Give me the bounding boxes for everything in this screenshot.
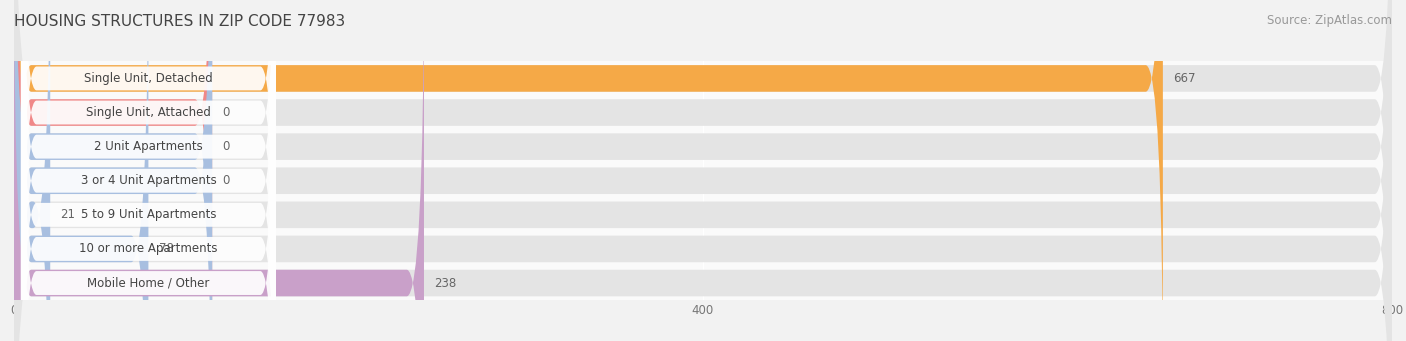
Text: 10 or more Apartments: 10 or more Apartments bbox=[79, 242, 218, 255]
Text: 238: 238 bbox=[434, 277, 457, 290]
Text: HOUSING STRUCTURES IN ZIP CODE 77983: HOUSING STRUCTURES IN ZIP CODE 77983 bbox=[14, 14, 346, 29]
FancyBboxPatch shape bbox=[21, 0, 276, 341]
FancyBboxPatch shape bbox=[14, 0, 1392, 341]
Text: 667: 667 bbox=[1173, 72, 1195, 85]
FancyBboxPatch shape bbox=[14, 0, 1392, 341]
FancyBboxPatch shape bbox=[14, 0, 212, 341]
FancyBboxPatch shape bbox=[21, 0, 276, 341]
FancyBboxPatch shape bbox=[21, 0, 276, 341]
Text: 3 or 4 Unit Apartments: 3 or 4 Unit Apartments bbox=[80, 174, 217, 187]
Text: 78: 78 bbox=[159, 242, 173, 255]
FancyBboxPatch shape bbox=[14, 0, 212, 341]
FancyBboxPatch shape bbox=[14, 0, 425, 341]
Text: Single Unit, Detached: Single Unit, Detached bbox=[84, 72, 212, 85]
FancyBboxPatch shape bbox=[14, 0, 1163, 341]
FancyBboxPatch shape bbox=[21, 0, 276, 341]
FancyBboxPatch shape bbox=[14, 0, 212, 341]
FancyBboxPatch shape bbox=[14, 0, 149, 341]
FancyBboxPatch shape bbox=[14, 0, 1392, 341]
FancyBboxPatch shape bbox=[14, 0, 51, 341]
FancyBboxPatch shape bbox=[14, 0, 1392, 341]
FancyBboxPatch shape bbox=[14, 0, 1392, 341]
FancyBboxPatch shape bbox=[21, 0, 276, 341]
Text: 5 to 9 Unit Apartments: 5 to 9 Unit Apartments bbox=[80, 208, 217, 221]
FancyBboxPatch shape bbox=[14, 0, 1392, 341]
FancyBboxPatch shape bbox=[14, 0, 1392, 341]
Text: 0: 0 bbox=[222, 140, 229, 153]
Text: 0: 0 bbox=[222, 174, 229, 187]
Text: Single Unit, Attached: Single Unit, Attached bbox=[86, 106, 211, 119]
Text: 0: 0 bbox=[222, 106, 229, 119]
Text: 2 Unit Apartments: 2 Unit Apartments bbox=[94, 140, 202, 153]
Text: Source: ZipAtlas.com: Source: ZipAtlas.com bbox=[1267, 14, 1392, 27]
Text: 21: 21 bbox=[60, 208, 76, 221]
Text: Mobile Home / Other: Mobile Home / Other bbox=[87, 277, 209, 290]
FancyBboxPatch shape bbox=[21, 0, 276, 341]
FancyBboxPatch shape bbox=[21, 0, 276, 341]
